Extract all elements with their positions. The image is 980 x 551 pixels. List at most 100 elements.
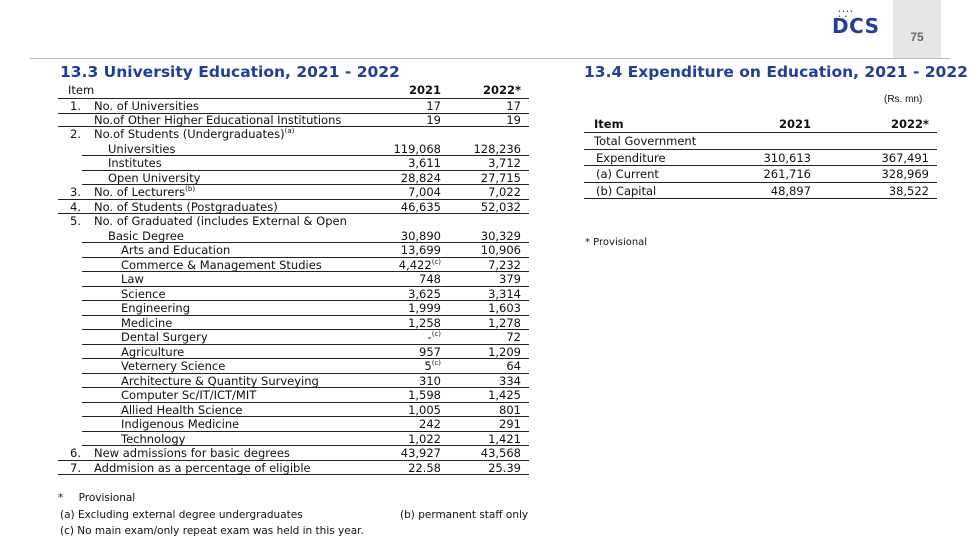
expenditure-row: Expenditure 310,613 367,491 bbox=[584, 150, 937, 166]
row-label-text: Arts and Education bbox=[121, 243, 231, 257]
exp-row-label: (b) Capital bbox=[596, 183, 657, 198]
row-number: 1. bbox=[70, 99, 81, 113]
exp-row-2021: 48,897 bbox=[770, 183, 811, 198]
logo-text: DCS bbox=[832, 14, 880, 38]
row-underline bbox=[58, 474, 529, 475]
cell-2021: 1,022 bbox=[371, 432, 441, 446]
row-label: Computer Sc/IT/ICT/MIT bbox=[121, 388, 256, 402]
row-underline bbox=[82, 358, 529, 359]
row-label: Basic Degree bbox=[108, 229, 184, 243]
row-underline bbox=[82, 256, 529, 258]
cell-2021-value: 13,699 bbox=[400, 243, 441, 257]
row-underline bbox=[82, 387, 529, 388]
row-underline bbox=[82, 343, 529, 345]
row-underline bbox=[82, 445, 529, 446]
cell-2021: 1,999 bbox=[371, 301, 441, 315]
row-underline bbox=[82, 285, 529, 287]
cell-2021: 5(c) bbox=[371, 359, 441, 373]
row-label-text: Basic Degree bbox=[108, 228, 184, 243]
cell-2021-value: 119,068 bbox=[393, 141, 441, 156]
cell-2021: 748 bbox=[371, 272, 441, 286]
page-number: 75 bbox=[910, 30, 924, 44]
row-underline bbox=[82, 416, 529, 417]
expenditure-title: 13.4 Expenditure on Education, 2021 - 20… bbox=[584, 63, 968, 81]
table-row: 6. New admissions for basic degrees 43,927… bbox=[58, 446, 529, 461]
table-row: Computer Sc/IT/ICT/MIT 1,598 1,425 bbox=[58, 388, 529, 403]
row-number: 7. bbox=[70, 460, 81, 475]
cell-2021: -(c) bbox=[371, 330, 441, 344]
cell-2022: 72 bbox=[506, 330, 521, 344]
cell-2021-value: 957 bbox=[419, 344, 441, 359]
row-label: No. of Students (Postgraduates) bbox=[94, 200, 278, 214]
cell-2022: 7,232 bbox=[488, 257, 521, 272]
row-underline bbox=[82, 401, 529, 403]
cell-2021-value: 5 bbox=[424, 359, 432, 373]
expenditure-header-row: Item 2021 2022* bbox=[584, 116, 937, 133]
note-a: (a) Excluding external degree undergradu… bbox=[60, 509, 303, 521]
row-label-text: Commerce & Management Studies bbox=[121, 257, 322, 272]
table-row: Agriculture 957 1,209 bbox=[58, 344, 529, 359]
note-b: (b) permanent staff only bbox=[400, 509, 529, 521]
row-label-text: Medicine bbox=[121, 315, 173, 330]
cell-2022: 52,032 bbox=[480, 199, 521, 214]
row-label: Dental Surgery bbox=[121, 330, 208, 344]
cell-2021: 310 bbox=[371, 374, 441, 388]
table-row: Veternery Science 5(c) 64 bbox=[58, 359, 529, 374]
table-row: Law 748 379 bbox=[58, 272, 529, 287]
row-label: Allied Health Science bbox=[121, 403, 242, 417]
row-label: Arts and Education bbox=[121, 243, 230, 257]
row-label: Universities bbox=[108, 142, 175, 156]
logo-dots: •••• • • bbox=[838, 9, 854, 20]
exp-header-item: Item bbox=[594, 117, 624, 131]
cell-2021-value: 242 bbox=[419, 417, 441, 431]
footnote-marker: (c) bbox=[431, 330, 441, 338]
row-label: Architecture & Quantity Surveying bbox=[121, 374, 319, 388]
university-education-title: 13.3 University Education, 2021 - 2022 bbox=[60, 63, 400, 81]
row-label-text: New admissions for basic degrees bbox=[94, 446, 290, 460]
row-label: Medicine bbox=[121, 316, 172, 330]
cell-2021-value: 1,598 bbox=[408, 388, 441, 402]
cell-2021: 28,824 bbox=[371, 171, 441, 185]
row-label: Open University bbox=[108, 171, 200, 185]
exp-header-2022: 2022* bbox=[890, 117, 929, 131]
table-row: Commerce & Management Studies 4,422(c) 7,2… bbox=[58, 257, 529, 272]
row-underline bbox=[82, 430, 529, 432]
table-row: Indigenous Medicine 242 291 bbox=[58, 417, 529, 432]
university-education-table: Item 2021 2022* 1. No. of Universities 17 1… bbox=[58, 83, 529, 475]
cell-2022: 1,421 bbox=[488, 431, 521, 446]
cell-2021: 242 bbox=[371, 417, 441, 431]
row-label-text: Dental Surgery bbox=[121, 330, 208, 344]
row-underline bbox=[58, 198, 529, 200]
row-underline bbox=[82, 300, 529, 301]
row-label-text: Architecture & Quantity Surveying bbox=[121, 373, 319, 388]
table-row: 1. No. of Universities 17 17 bbox=[58, 98, 529, 114]
row-underline bbox=[82, 271, 529, 272]
row-label-text: No. of Graduated (includes External & Op… bbox=[94, 214, 347, 228]
cell-2022: 801 bbox=[499, 402, 521, 417]
table-body: 1. No. of Universities 17 17 No.of Other Hig… bbox=[58, 98, 529, 475]
exp-row-2022: 328,969 bbox=[881, 167, 929, 181]
exp-row-label: Expenditure bbox=[596, 150, 666, 165]
table-row: 7. Addmision as a percentage of eligible 2… bbox=[58, 460, 529, 475]
row-label: New admissions for basic degrees bbox=[94, 446, 290, 460]
dcs-logo: •••• • • DCS bbox=[832, 9, 880, 39]
table-row: Arts and Education 13,699 10,906 bbox=[58, 243, 529, 258]
row-underline bbox=[58, 112, 529, 114]
row-label-text: Technology bbox=[121, 431, 186, 446]
row-number: 6. bbox=[70, 446, 81, 460]
table-header-row: Item 2021 2022* bbox=[58, 83, 529, 98]
cell-2021: 43,927 bbox=[371, 446, 441, 460]
cell-2022: 64 bbox=[506, 359, 521, 373]
cell-2021: 46,635 bbox=[371, 200, 441, 214]
cell-2021-value: 46,635 bbox=[400, 199, 441, 214]
row-number: 5. bbox=[70, 214, 81, 228]
row-label-text: Addmision as a percentage of eligible bbox=[94, 460, 311, 475]
row-label: No.of Other Higher Educational Instituti… bbox=[94, 113, 341, 127]
table-row: Allied Health Science 1,005 801 bbox=[58, 402, 529, 417]
footnote-marker: (c) bbox=[431, 359, 441, 367]
cell-2021: 3,611 bbox=[371, 156, 441, 170]
cell-2021-value: 1,022 bbox=[408, 431, 441, 446]
row-number: 3. bbox=[70, 185, 81, 199]
cell-2022: 1,603 bbox=[488, 301, 521, 315]
cell-2021-value: 28,824 bbox=[400, 170, 441, 185]
